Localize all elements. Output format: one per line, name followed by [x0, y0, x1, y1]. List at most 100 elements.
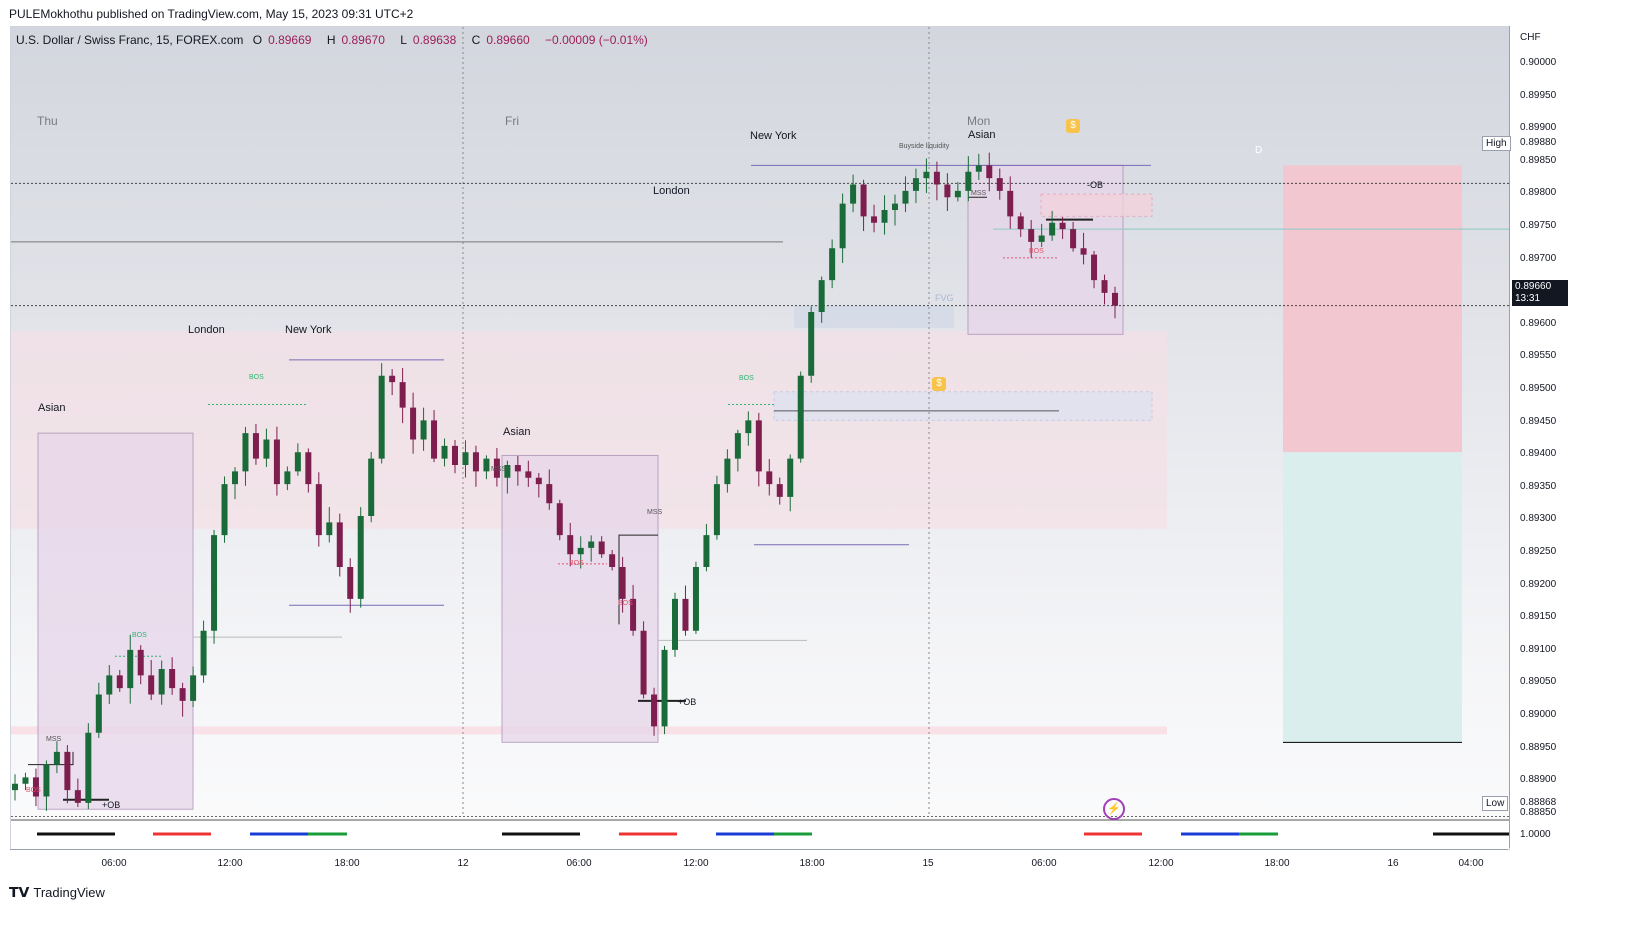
- brand-name: TradingView: [33, 885, 105, 900]
- candle-body: [200, 630, 207, 676]
- chart-pane[interactable]: Thu Fri Mon Asian London New York Asian …: [10, 26, 1510, 850]
- candle-body: [441, 445, 448, 459]
- candle-body: [389, 375, 396, 383]
- candle-body: [871, 216, 878, 223]
- current-price-tag: 0.89660 13:31: [1512, 280, 1568, 306]
- candle-body: [85, 732, 92, 803]
- candle-body: [116, 675, 123, 689]
- mss-line: [28, 751, 74, 766]
- candle-body: [525, 471, 532, 478]
- candle-body: [892, 203, 898, 210]
- bos-label: BOS: [132, 632, 147, 639]
- asian-session-box: [37, 432, 194, 810]
- candle-body: [32, 777, 39, 797]
- candle-body: [368, 458, 375, 516]
- session-newyork-1: New York: [285, 324, 332, 336]
- candle-body: [232, 471, 238, 485]
- price-tick: 0.89200: [1520, 578, 1557, 590]
- candle-body: [472, 452, 479, 472]
- price-tick: 0.89000: [1520, 709, 1557, 720]
- time-tick: 06:00: [101, 858, 127, 869]
- candle-body: [598, 541, 605, 555]
- tv-logo-icon: 𝗧𝗩: [9, 884, 30, 900]
- candle-body: [996, 178, 1003, 191]
- price-tick: 0.89250: [1520, 546, 1557, 557]
- candle-body: [986, 165, 993, 179]
- candle-body: [462, 452, 469, 465]
- candle-body: [1101, 280, 1108, 293]
- time-axis[interactable]: 06:00 12:00 18:00 12 06:00 12:00 18:00 1…: [10, 849, 1508, 874]
- price-tick: 0.88900: [1520, 774, 1557, 786]
- bos-label: BOS: [739, 375, 754, 382]
- fvg-box: [794, 305, 954, 328]
- candle-body: [106, 675, 113, 695]
- candle-body: [64, 751, 71, 791]
- candle-body: [305, 452, 312, 485]
- candle-body: [640, 630, 647, 695]
- candle-body: [609, 554, 616, 567]
- dollar-icon[interactable]: $: [1066, 119, 1080, 133]
- candle-body: [787, 458, 794, 497]
- price-chart[interactable]: [11, 27, 1509, 849]
- candle-body: [766, 471, 773, 485]
- candle-body: [326, 522, 333, 536]
- price-tick: 0.89100: [1520, 643, 1557, 655]
- candle-body: [137, 649, 144, 676]
- change-value: −0.00009 (−0.01%): [545, 33, 648, 47]
- candle-body: [127, 649, 134, 689]
- ob-box: [1040, 193, 1153, 217]
- candle-body: [630, 598, 637, 631]
- candle-body: [850, 184, 857, 204]
- candle-body: [179, 688, 186, 701]
- candle-body: [95, 694, 102, 733]
- bos-label: BOS: [26, 787, 41, 794]
- session-asian-3: Asian: [968, 129, 996, 141]
- bos-label: BOS: [1029, 248, 1044, 255]
- symbol-legend[interactable]: U.S. Dollar / Swiss Franc, 15, FOREX.com…: [16, 33, 654, 47]
- session-newyork-2: New York: [750, 130, 797, 142]
- candle-body: [504, 465, 511, 478]
- time-tick: 12:00: [1148, 858, 1174, 869]
- plus-ob-label: +OB: [678, 697, 697, 707]
- price-tick: 0.89850: [1520, 154, 1557, 166]
- candle-body: [954, 190, 961, 198]
- candle-body: [410, 407, 417, 440]
- candle-body: [902, 190, 909, 204]
- mss-label: MSS: [46, 736, 62, 743]
- candle-body: [1007, 190, 1014, 217]
- dollar-icon[interactable]: $: [932, 377, 946, 391]
- candle-body: [567, 535, 574, 555]
- fvg-box: [773, 391, 1153, 421]
- tradingview-logo[interactable]: 𝗧𝗩 TradingView: [9, 884, 105, 901]
- candle-body: [651, 694, 658, 727]
- price-tick: 0.88950: [1520, 741, 1557, 753]
- candle-body: [912, 178, 919, 191]
- price-tick: 0.89750: [1520, 220, 1557, 231]
- price-tick: 0.89900: [1520, 122, 1557, 134]
- candle-body: [357, 516, 364, 599]
- mss-line: [618, 534, 658, 625]
- plus-ob-label: +OB: [102, 800, 121, 810]
- lightning-icon[interactable]: ⚡: [1103, 798, 1125, 820]
- candle-body: [776, 484, 783, 497]
- fvg-label: FVG: [935, 293, 954, 303]
- candle-body: [745, 420, 752, 434]
- candle-body: [692, 567, 699, 631]
- candle-body: [1112, 292, 1118, 306]
- short-target-zone: [1283, 452, 1462, 743]
- candle-body: [577, 547, 584, 555]
- candle-body: [1059, 222, 1066, 230]
- candle-body: [420, 420, 427, 440]
- candle-body: [839, 203, 846, 249]
- price-axis[interactable]: CHF 0.90000 0.89950 0.89900 0.89850 0.89800 0…: [1482, 26, 1570, 848]
- open-value: O 0.89669: [252, 33, 312, 47]
- candle-body: [12, 783, 18, 791]
- price-tick: 0.89950: [1520, 89, 1557, 101]
- candle-body: [514, 465, 521, 472]
- time-tick: 15: [922, 858, 934, 869]
- candle-body: [1091, 254, 1098, 281]
- mss-label: MSS: [971, 190, 987, 197]
- candle-body: [336, 522, 343, 567]
- candle-body: [944, 184, 951, 198]
- indicator-tick: 1.0000: [1520, 829, 1551, 840]
